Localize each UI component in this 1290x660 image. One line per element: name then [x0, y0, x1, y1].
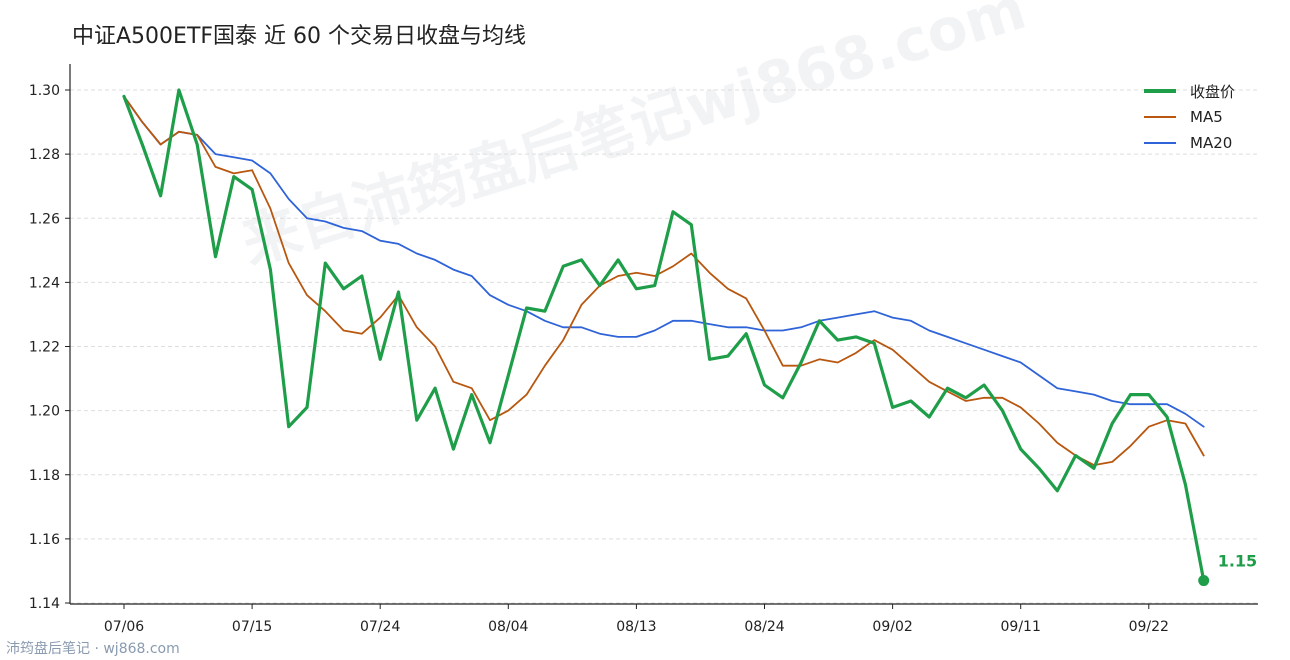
last-close-label: 1.15: [1218, 552, 1257, 571]
grid-lines: [70, 89, 1258, 604]
x-tick-label: 07/06: [104, 619, 144, 635]
x-tick-label: 08/04: [488, 619, 528, 635]
x-tick-label: 09/11: [1001, 619, 1041, 635]
x-tick-label: 07/15: [232, 619, 272, 635]
series-line-ma20: [123, 95, 1205, 428]
x-tick-label: 07/24: [360, 619, 400, 635]
y-tick-label: 1.30: [29, 83, 60, 99]
y-tick-label: 1.18: [29, 468, 60, 484]
legend: 收盘价 MA5 MA20: [1144, 78, 1235, 156]
y-tick-label: 1.28: [29, 147, 60, 163]
footer-watermark: 沛筠盘后笔记 · wj868.com: [6, 641, 180, 657]
y-tick-label: 1.14: [29, 596, 60, 612]
legend-label-ma5: MA5: [1190, 108, 1223, 126]
chart-title: 中证A500ETF国泰 近 60 个交易日收盘与均线: [72, 24, 527, 49]
axes: 1.14 1.16 1.18 1.20 1.22 1.24 1.26 1.28 1.30 07/0…: [29, 64, 1258, 635]
x-tick-label: 08/13: [616, 619, 656, 635]
series-lines: [122, 88, 1206, 583]
legend-swatch-ma5: [1144, 116, 1176, 118]
legend-item-close: 收盘价: [1144, 78, 1235, 104]
x-tick-label: 09/22: [1129, 619, 1169, 635]
y-tick-label: 1.26: [29, 211, 60, 227]
y-tick-label: 1.24: [29, 275, 60, 291]
legend-swatch-close: [1144, 89, 1176, 93]
x-tick-label: 09/02: [872, 619, 912, 635]
legend-label-close: 收盘价: [1190, 82, 1236, 101]
x-tick-label: 08/24: [744, 619, 784, 635]
series-line-close: [122, 88, 1206, 583]
legend-item-ma5: MA5: [1144, 104, 1235, 130]
legend-swatch-ma20: [1144, 142, 1176, 144]
y-tick-label: 1.16: [29, 532, 60, 548]
end-marker-layer: 1.15: [1198, 552, 1257, 587]
legend-label-ma20: MA20: [1190, 134, 1233, 152]
y-tick-label: 1.20: [29, 404, 60, 420]
legend-item-ma20: MA20: [1144, 130, 1235, 156]
last-close-point: [1198, 575, 1210, 587]
y-tick-label: 1.22: [29, 340, 60, 356]
series-line-ma5: [123, 95, 1205, 467]
